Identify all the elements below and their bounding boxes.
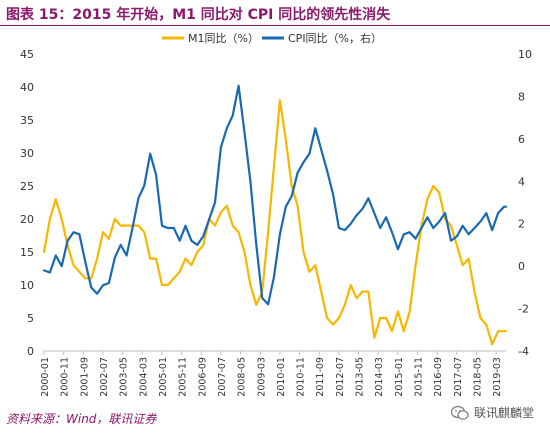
x-tick-label: 2002-07 [99,357,110,397]
y-right-tick-label: 4 [518,175,525,188]
watermark-text: 联讯麒麟堂 [473,406,534,420]
x-tick-label: 2010-11 [296,357,307,397]
x-tick-label: 2000-01 [40,357,51,397]
x-tick-label: 2015-11 [414,357,425,397]
y-right-tick-label: 0 [518,260,525,273]
x-tick-label: 2019-03 [492,357,503,397]
y-right-tick-label: 10 [518,48,532,61]
x-tick-label: 2015-01 [394,357,405,397]
y-left-tick-label: 20 [20,213,34,226]
x-tick-label: 2008-05 [237,357,248,397]
x-tick-label: 2018-05 [473,357,484,397]
y-right-tick-label: 8 [518,90,525,103]
page-title: 图表 15：2015 年开始，M1 同比对 CPI 同比的领先性消失 [6,7,391,23]
x-tick-label: 2014-03 [374,357,385,397]
cpi-series-line [42,84,508,306]
x-tick-label: 2012-07 [335,357,346,397]
y-right-tick-label: -2 [518,303,529,316]
y-left-tick-label: 0 [27,345,34,358]
chart-legend: M1同比（%） CPI同比（%，右） [162,31,382,45]
source-note: 资料来源：Wind，联讯证券 [6,412,157,426]
y-left-tick-label: 35 [20,114,34,127]
title-divider [0,25,550,26]
x-tick-label: 2007-07 [217,357,228,397]
y-left-tick-label: 30 [20,147,34,160]
x-tick-label: 2009-03 [256,357,267,397]
x-tick-label: 2017-07 [453,357,464,397]
x-tick-label: 2016-09 [433,357,444,397]
y-left-tick-label: 25 [20,180,34,193]
y-left-tick-label: 15 [20,246,34,259]
y-left-tick-label: 40 [20,81,34,94]
y-right-tick-label: 2 [518,218,525,231]
m1-series-line [42,99,508,346]
chart-series [42,84,508,346]
chat-bubble-icon [450,405,469,420]
y-right-tick-label: -4 [518,345,529,358]
x-tick-label: 2005-01 [158,357,169,397]
watermark: 联讯麒麟堂 [444,402,540,423]
y-right-tick-label: 6 [518,133,525,146]
x-tick-label: 2010-01 [276,357,287,397]
x-tick-label: 2003-05 [119,357,130,397]
y-left-tick-label: 5 [27,312,34,325]
x-tick-label: 2000-11 [60,357,71,397]
line-chart: M1同比（%） CPI同比（%，右） 051015202530354045-4-2… [20,31,532,397]
x-tick-label: 2001-09 [79,357,90,397]
x-tick-label: 2013-05 [355,357,366,397]
chart-axes: 0 5 10 15 20 25 30 35 40 45 -4 -2 0 2 4 6 8 10 2000-01 2000… [20,48,532,397]
y-left-tick-label: 10 [20,279,34,292]
legend-label: M1同比（%） [188,32,259,45]
legend-label: CPI同比（%，右） [288,31,382,45]
y-left-tick-label: 45 [20,48,34,61]
x-tick-label: 2011-09 [315,357,326,397]
x-tick-label: 2006-09 [197,357,208,397]
x-tick-label: 2005-11 [178,357,189,397]
x-tick-label: 2004-03 [138,357,149,397]
